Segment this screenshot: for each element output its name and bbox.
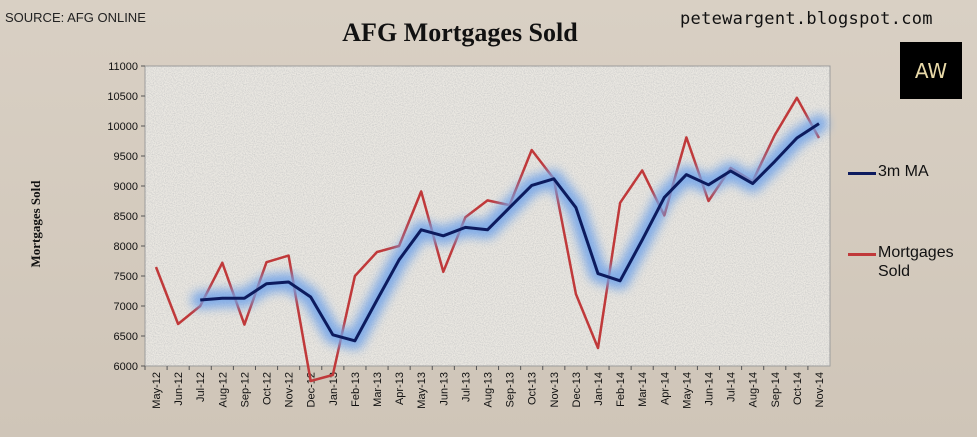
x-tick-label: Jan-13 — [328, 372, 340, 406]
blog-url: petewargent.blogspot.com — [680, 9, 933, 29]
x-tick-label: Nov-12 — [284, 372, 296, 407]
x-tick-label: Nov-13 — [549, 372, 561, 407]
x-tick-label: Jun-13 — [438, 372, 450, 406]
x-tick-label: Nov-14 — [814, 372, 826, 407]
x-tick-label: Jul-14 — [726, 372, 738, 402]
x-tick-label: Mar-13 — [372, 372, 384, 407]
x-tick-label: Dec-13 — [571, 372, 583, 407]
x-tick-label: Aug-14 — [748, 372, 760, 407]
x-tick-label: Apr-14 — [659, 372, 671, 405]
y-tick-label: 8500 — [114, 211, 138, 223]
x-tick-label: May-14 — [681, 372, 693, 409]
x-tick-label: Oct-14 — [792, 372, 804, 405]
x-tick-label: Dec-12 — [306, 372, 318, 407]
x-tick-label: Jan-14 — [593, 372, 605, 406]
x-tick-label: Sep-14 — [770, 372, 782, 407]
x-tick-label: Oct-12 — [262, 372, 274, 405]
y-tick-label: 9000 — [114, 181, 138, 193]
legend-label-3m-ma: 3m MA — [878, 163, 929, 180]
x-tick-label: Aug-12 — [217, 372, 229, 407]
x-tick-label: Mar-14 — [637, 372, 649, 407]
y-tick-label: 7000 — [114, 301, 138, 313]
x-tick-label: Apr-13 — [394, 372, 406, 405]
x-tick-label: Oct-13 — [527, 372, 539, 405]
legend-label-mortgages-sold: Mortgages Sold — [878, 244, 954, 280]
x-tick-label: Jul-12 — [195, 372, 207, 402]
x-tick-label: Sep-12 — [239, 372, 251, 407]
x-tick-label: Feb-14 — [615, 372, 627, 407]
y-tick-label: 6000 — [114, 361, 138, 373]
y-tick-label: 10000 — [107, 121, 138, 133]
source-label: SOURCE: AFG ONLINE — [5, 10, 146, 25]
legend-item-3m-ma: 3m MA — [848, 162, 968, 181]
y-tick-label: 8000 — [114, 241, 138, 253]
x-tick-label: Jun-12 — [173, 372, 185, 406]
y-tick-label: 10500 — [107, 91, 138, 103]
y-tick-label: 7500 — [114, 271, 138, 283]
y-tick-label: 11000 — [108, 61, 138, 73]
legend-swatch-3m-ma — [848, 172, 876, 175]
x-tick-label: May-12 — [151, 372, 163, 409]
x-tick-label: Sep-13 — [505, 372, 517, 407]
y-tick-label: 9500 — [114, 151, 138, 163]
y-tick-label: 6500 — [114, 331, 138, 343]
x-tick-label: Feb-13 — [350, 372, 362, 407]
legend-item-mortgages-sold: Mortgages Sold — [848, 243, 968, 281]
aw-logo: AW — [900, 42, 962, 99]
x-tick-label: Jun-14 — [703, 372, 715, 406]
plot-texture — [145, 66, 830, 366]
x-tick-label: Aug-13 — [483, 372, 495, 407]
legend-swatch-mortgages-sold — [848, 253, 876, 256]
chart-title: AFG Mortgages Sold — [342, 18, 578, 47]
x-tick-label: Jul-13 — [460, 372, 472, 402]
x-tick-label: May-13 — [416, 372, 428, 409]
